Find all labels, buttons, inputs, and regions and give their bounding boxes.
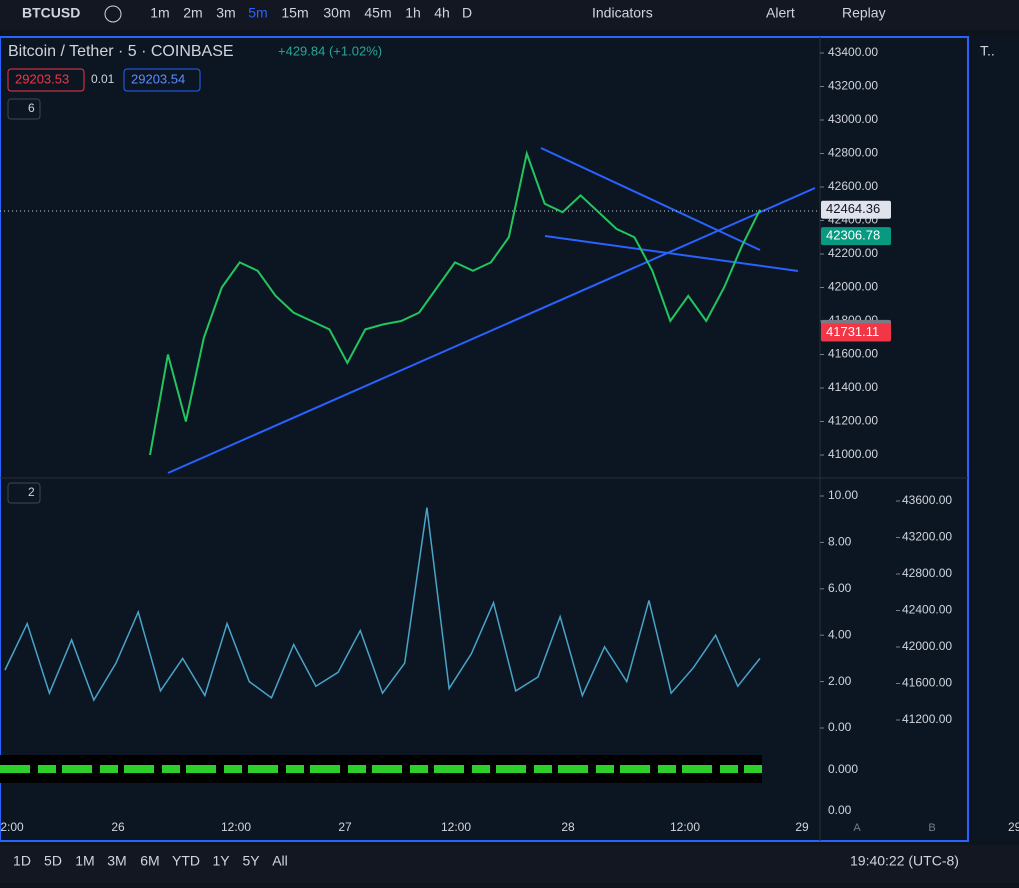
y2-tick-label: 43200.00 (902, 530, 952, 544)
y2-tick-label: 42000.00 (902, 639, 952, 653)
price-marker (821, 200, 891, 219)
range-button[interactable]: 5Y (242, 853, 260, 869)
toolbar (0, 0, 1019, 30)
volume-line (4, 507, 761, 702)
range-button[interactable]: All (272, 853, 288, 869)
interval[interactable]: 45m (364, 5, 391, 21)
y2-tick-label: 41200.00 (902, 712, 952, 726)
price-marker (821, 323, 891, 342)
side-panel (972, 37, 1019, 841)
trendline (167, 187, 816, 474)
bottom-bar (0, 845, 1019, 883)
price-marker (821, 227, 891, 246)
range-button[interactable]: 1D (13, 853, 31, 869)
y-tick-label: 42600.00 (828, 179, 878, 193)
add-symbol[interactable] (104, 5, 122, 23)
y2-tick-label: 42400.00 (902, 603, 952, 617)
y-tick-label: 41600.00 (828, 347, 878, 361)
y-tick-label: 42200.00 (828, 246, 878, 260)
interval[interactable]: 15m (281, 5, 308, 21)
alert[interactable]: Alert (766, 5, 795, 21)
chart-area (0, 36, 969, 842)
x-tick-label: 26 (111, 820, 125, 834)
y2-tick-label: 42800.00 (902, 566, 952, 580)
range-button[interactable]: 1M (75, 853, 94, 869)
x-tick-label: 28 (561, 820, 575, 834)
y-tick-label: 2.00 (828, 674, 852, 688)
interval[interactable]: 3m (216, 5, 235, 21)
interval[interactable]: 1m (150, 5, 169, 21)
bid: 29203.53 (15, 71, 69, 86)
price-line (149, 149, 761, 456)
y-tick-label: 41200.00 (828, 414, 878, 428)
symbol[interactable]: BTCUSD (22, 5, 80, 21)
range-button[interactable]: YTD (172, 853, 200, 869)
pane1-count: 6 (28, 101, 35, 115)
y-tick-label: 8.00 (828, 535, 852, 549)
price-marker-label: 41731.11 (826, 324, 879, 339)
range-button[interactable]: 1Y (212, 853, 230, 869)
pane1-toggle[interactable] (7, 98, 41, 120)
range-button[interactable]: 5D (44, 853, 62, 869)
x-tick-label: 2:00 (0, 820, 24, 834)
range-button[interactable]: 3M (107, 853, 126, 869)
interval[interactable]: 2m (183, 5, 202, 21)
y-tick-label: 43400.00 (828, 45, 878, 59)
scale-button[interactable]: A (853, 822, 861, 834)
y-tick-label: 41400.00 (828, 380, 878, 394)
side-date: 29 (1008, 820, 1019, 834)
interval[interactable]: 1h (405, 5, 421, 21)
ask-box[interactable] (123, 68, 201, 92)
y-tick-label: 0.00 (828, 720, 852, 734)
ask: 29203.54 (131, 71, 185, 86)
interval[interactable]: 30m (323, 5, 350, 21)
indicators[interactable]: Indicators (592, 5, 653, 21)
y-tick-label: 42800.00 (828, 146, 878, 160)
y-tick-label: 42000.00 (828, 280, 878, 294)
pane2-toggle[interactable] (7, 482, 41, 504)
x-tick-label: 12:00 (441, 820, 471, 834)
x-tick-label: 27 (338, 820, 352, 834)
x-tick-label: 12:00 (221, 820, 251, 834)
replay[interactable]: Replay (842, 5, 886, 21)
interval[interactable]: 5m (248, 5, 267, 21)
side-title: T.. (980, 43, 995, 59)
strip-top: 0.000 (828, 762, 858, 776)
legend-change: +429.84 (+1.02%) (278, 43, 382, 58)
strip-bottom: 0.00 (828, 803, 852, 817)
y2-tick-label: 41600.00 (902, 676, 952, 690)
spread: 0.01 (91, 72, 115, 86)
pane2-count: 2 (28, 485, 35, 499)
legend-title: Bitcoin / Tether · 5 · COINBASE (8, 43, 234, 60)
y-tick-label: 6.00 (828, 581, 852, 595)
price-marker-label: 42306.78 (826, 228, 880, 243)
y-tick-label: 41000.00 (828, 447, 878, 461)
interval[interactable]: D (462, 5, 472, 21)
y-tick-label: 10.00 (828, 488, 858, 502)
price-marker-label: 42464.36 (826, 201, 880, 216)
bid-box[interactable] (7, 68, 85, 92)
y2-tick-label: 43600.00 (902, 493, 952, 507)
clock: 19:40:22 (UTC-8) (850, 853, 959, 869)
x-tick-label: 29 (795, 820, 809, 834)
y-tick-label: 43200.00 (828, 79, 878, 93)
x-tick-label: 12:00 (670, 820, 700, 834)
y-tick-label: 43000.00 (828, 112, 878, 126)
trendline (540, 147, 761, 251)
y-tick-label: 4.00 (828, 627, 852, 641)
range-button[interactable]: 6M (140, 853, 159, 869)
interval[interactable]: 4h (434, 5, 450, 21)
scale-button[interactable]: B (928, 822, 935, 834)
trendline (544, 235, 799, 272)
